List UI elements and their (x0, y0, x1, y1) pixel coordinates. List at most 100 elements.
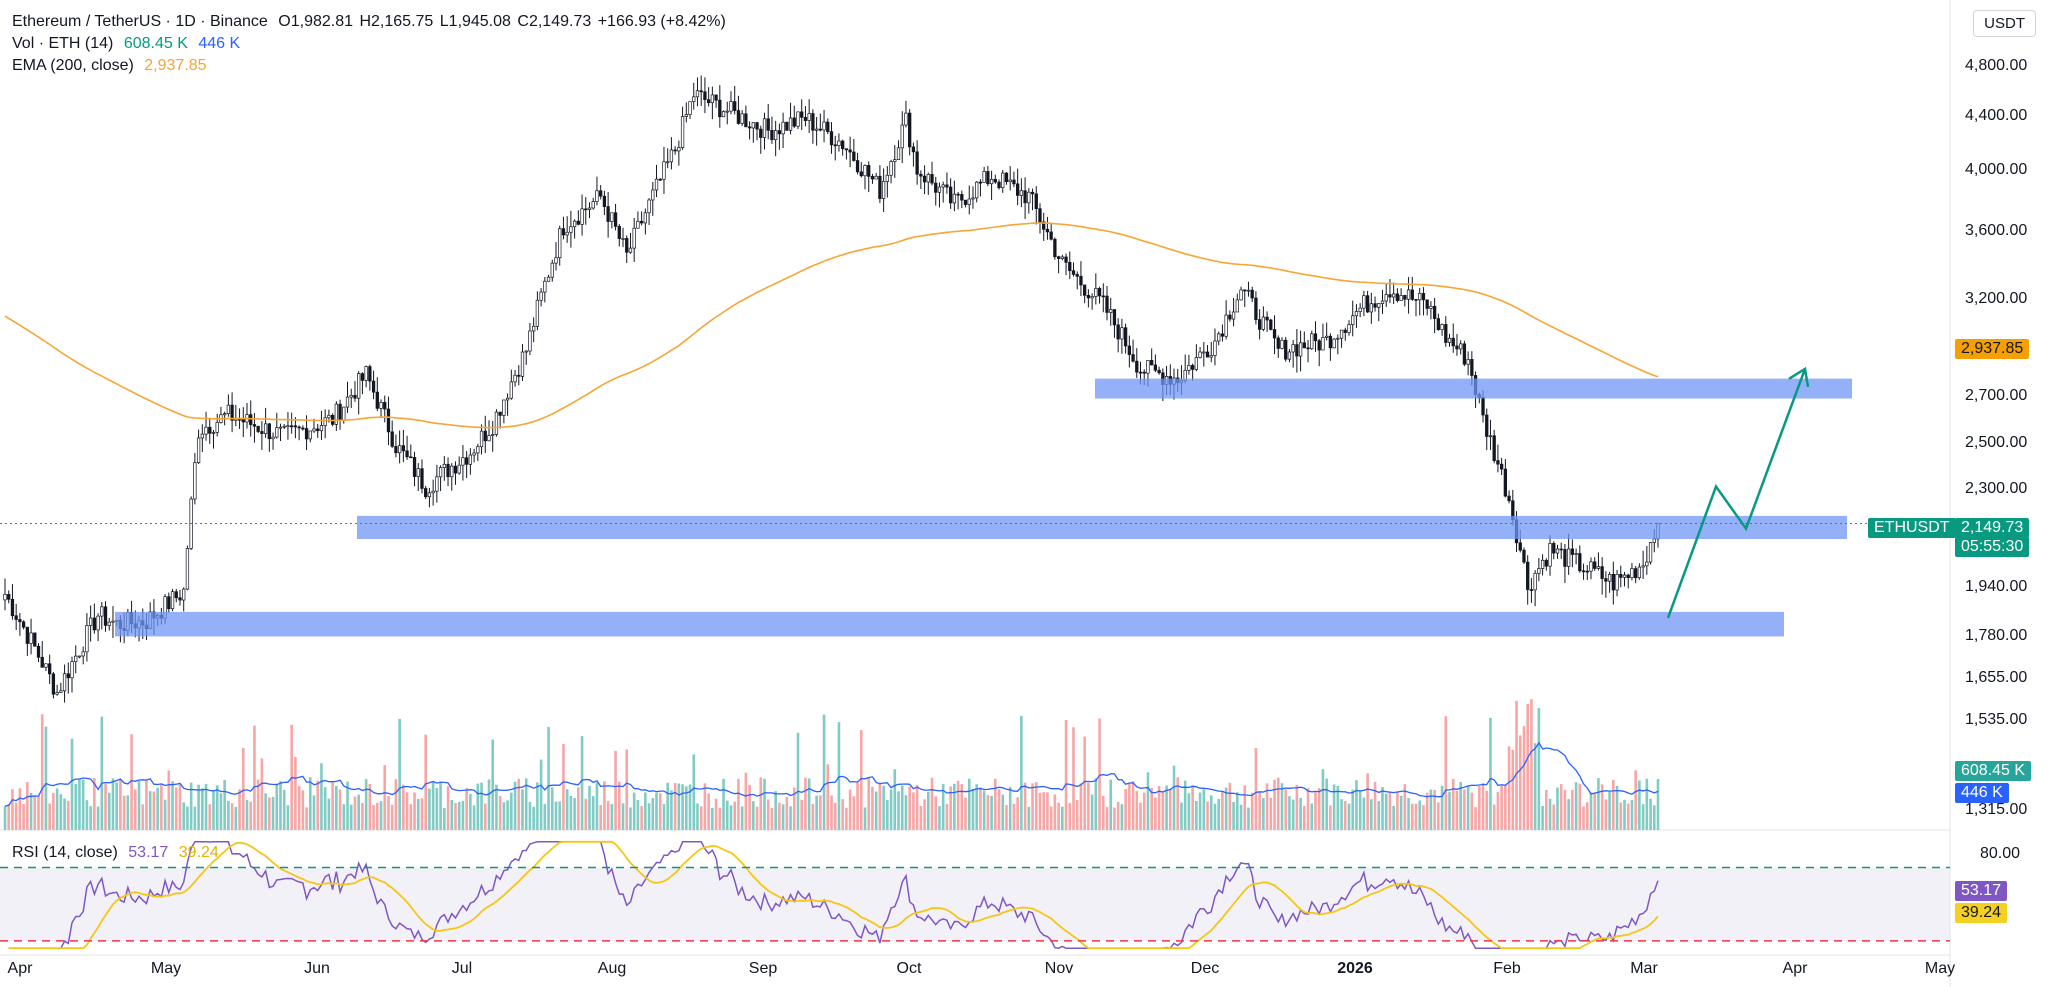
candle-body (438, 467, 443, 478)
candle-body (25, 626, 29, 644)
candle-body (1056, 256, 1061, 259)
volume-bar (353, 796, 357, 830)
candle-body (1269, 319, 1273, 330)
volume-bar (1168, 788, 1172, 830)
candle-body (338, 403, 342, 421)
candle-body (617, 226, 621, 239)
volume-bar (1384, 793, 1388, 830)
volume-bar (1098, 718, 1101, 830)
volume-bar (685, 786, 688, 830)
candle-body (762, 118, 767, 138)
volume-bar (443, 807, 446, 830)
volume-bar (1604, 799, 1608, 830)
candle-body (364, 366, 368, 381)
candle-body (1001, 172, 1005, 189)
volume-bar (874, 791, 878, 830)
candle-body (1019, 190, 1024, 196)
candle-body (1086, 294, 1091, 299)
candle-body (1217, 333, 1221, 342)
volume-bar (204, 783, 208, 830)
volume-bar (982, 790, 986, 830)
volume-bar (733, 801, 737, 830)
candle-body (394, 446, 398, 454)
volume-bar (699, 806, 703, 830)
price-tick: 1,315.00 (1965, 801, 2028, 818)
volume-bar (145, 779, 148, 830)
volume-bar (405, 792, 409, 830)
candle-body (1101, 295, 1105, 298)
volume-bar (1556, 787, 1559, 830)
candle-body (1384, 294, 1388, 302)
candle-body (241, 418, 245, 423)
candle-body (1648, 542, 1653, 563)
candle-body (755, 122, 759, 130)
volume-bar (1001, 794, 1005, 830)
candle-body (1157, 369, 1161, 374)
volume-bar (1224, 787, 1228, 830)
volume-bar (707, 793, 710, 830)
volume-bar (1410, 803, 1414, 830)
volume-bar (1329, 805, 1332, 830)
volume-bar (1582, 806, 1585, 830)
volume-bar (100, 716, 104, 830)
candle-body (721, 111, 726, 118)
volume-bar (346, 781, 349, 830)
volume-bar (729, 805, 733, 830)
volume-bar (543, 804, 547, 830)
volume-bar (167, 770, 171, 830)
candle-body (1094, 288, 1098, 297)
volume-bar (1530, 699, 1533, 830)
candle-body (535, 299, 540, 327)
candle-body (546, 276, 551, 282)
volume-bar (1221, 791, 1224, 830)
volume-bar (1511, 749, 1515, 830)
volume-bar (532, 806, 535, 830)
volume-bar (256, 779, 260, 830)
volume-bar (409, 804, 413, 830)
volume-bar (1340, 799, 1343, 830)
volume-bar (1396, 792, 1399, 830)
volume-bar (215, 785, 219, 830)
candle-body (1637, 566, 1642, 579)
candle-body (491, 434, 495, 436)
volume-bar (647, 803, 651, 830)
volume-bar (867, 777, 871, 830)
volume-bar (714, 798, 718, 830)
candle-body (684, 114, 688, 117)
candle-body (185, 548, 190, 590)
volume-bar (934, 796, 938, 830)
candle-body (494, 411, 499, 435)
volume-bar (390, 804, 394, 830)
volume-bar (800, 799, 804, 830)
volume-bar (107, 792, 111, 830)
volume-bar (320, 763, 323, 830)
candle-body (1123, 327, 1128, 347)
candle-body (498, 411, 502, 416)
candle-body (107, 621, 111, 626)
candle-body (1406, 289, 1411, 300)
candle-body (1589, 561, 1593, 572)
volume-bar (1612, 779, 1615, 830)
volume-bar (1105, 807, 1109, 830)
volume-bar (926, 791, 930, 830)
candle-body (677, 147, 681, 152)
volume-bar (1116, 801, 1120, 830)
candle-body (1544, 559, 1548, 567)
candle-body (941, 184, 945, 188)
candle-body (960, 194, 964, 201)
currency-selector[interactable]: USDT (1973, 10, 2036, 37)
candle-body (666, 161, 670, 164)
candle-body (29, 632, 33, 644)
price-zone (1095, 378, 1852, 399)
candle-body (1068, 262, 1072, 272)
volume-bar (625, 749, 629, 830)
candle-body (375, 391, 379, 409)
volume-bar (1381, 786, 1384, 830)
candle-body (1496, 460, 1500, 465)
volume-bar (1477, 786, 1481, 830)
volume-bar (349, 804, 353, 830)
volume-bar (1407, 797, 1410, 830)
volume-bar (186, 806, 189, 830)
candle-body (1459, 343, 1463, 350)
